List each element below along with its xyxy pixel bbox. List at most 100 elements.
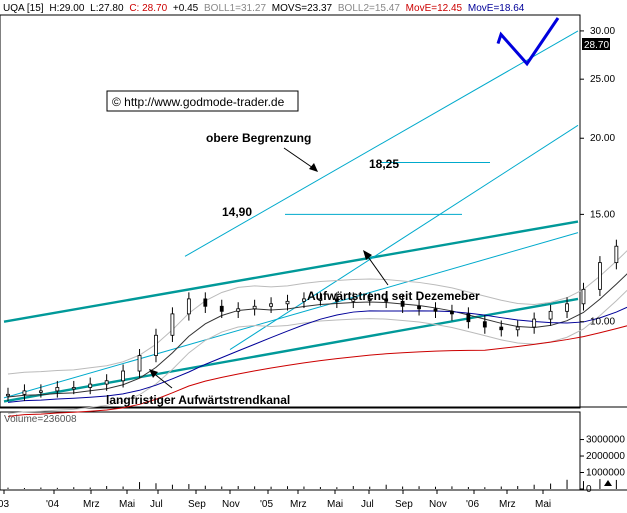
y-tick-label: 10.00: [590, 317, 615, 328]
x-tick-label: Nov: [222, 499, 240, 510]
candle-body: [203, 298, 208, 307]
volume-label: Volume=236008: [4, 414, 77, 425]
annotation-level-1825: 18,25: [369, 157, 399, 171]
channel-lower-line: [3, 297, 579, 403]
candle-body: [499, 326, 504, 331]
annotation-obere-begrenzung: obere Begrenzung: [206, 131, 311, 145]
candle-body: [285, 300, 290, 305]
x-tick-label: Sep: [395, 499, 413, 510]
candle-body: [565, 303, 569, 312]
candle-body: [219, 305, 224, 312]
annotation-aufwaertstrend: Aufwärtstrend seit Dezemeber: [307, 289, 480, 303]
volume-tick-label: 1000000: [586, 468, 625, 479]
header-change: +0.45: [173, 3, 199, 14]
candle-body: [154, 334, 158, 356]
header-high: H:29.00: [49, 3, 84, 14]
volume-bars: [7, 479, 617, 489]
trend-line-middle: [3, 232, 579, 399]
forecast-path: [496, 17, 560, 67]
x-tick-label: Jul: [361, 499, 374, 510]
move-slow-line: [7, 325, 627, 417]
candle-body: [532, 318, 537, 328]
arrowhead-langfristig: [149, 369, 158, 378]
x-tick-label: '05: [260, 499, 273, 510]
volume-tick-label: 3000000: [586, 435, 625, 446]
candle-body: [302, 298, 306, 302]
copyright-box: [106, 90, 299, 112]
header-close: C: 28.70: [129, 3, 167, 14]
x-tick-label: Mai: [119, 499, 135, 510]
x-tick-label: '06: [466, 499, 479, 510]
header-boll1: BOLL1=31.27: [204, 3, 266, 14]
candle-body: [367, 298, 372, 301]
candle-body: [6, 393, 10, 397]
candle-body: [334, 298, 339, 302]
candle-body: [614, 245, 619, 264]
scroll-marker[interactable]: [604, 480, 612, 486]
arrowhead-aufwaerts: [363, 250, 372, 260]
trend-line-december: [229, 124, 579, 351]
x-tick-label: '04: [46, 499, 59, 510]
candle-body: [269, 303, 273, 307]
y-tick-label: 15.00: [590, 209, 615, 220]
svg-text:UQA [15] H:29.00 L: UQA [15] H:29.00 L:27.80 C: 28.70 +0.45 …: [3, 3, 525, 14]
candle-body: [581, 288, 586, 305]
arrow-aufwaertstrend: [365, 253, 389, 286]
volume-panel-frame: [0, 411, 581, 491]
candle-body: [104, 380, 109, 385]
candle-body: [400, 300, 405, 307]
candle-body: [482, 321, 487, 328]
candle-body: [548, 310, 553, 320]
candle-body: [38, 390, 43, 393]
indicator-lines: [3, 17, 627, 417]
candle-body: [170, 313, 175, 336]
header-symbol: UQA [15]: [3, 3, 44, 14]
copyright-text: © http://www.godmode-trader.de: [112, 95, 285, 109]
header-low: L:27.80: [90, 3, 124, 14]
x-tick-label: Mrz: [290, 499, 307, 510]
candle-body: [22, 390, 27, 395]
x-tick-label: Mrz: [83, 499, 100, 510]
channel-upper-line: [3, 220, 579, 323]
candle-body: [252, 305, 257, 310]
movs-line: [7, 273, 627, 398]
annotation-level-1490: 14,90: [222, 205, 252, 219]
x-tick-label: Nov: [429, 499, 447, 510]
header-move1: MovE=12.45: [406, 3, 463, 14]
bollinger-lower-band: [7, 289, 627, 415]
y-tick-label: 30.00: [590, 26, 615, 37]
candle-body: [236, 308, 241, 312]
candle-body: [515, 326, 520, 331]
candle-body: [55, 387, 60, 392]
x-tick-label: Mrz: [499, 499, 516, 510]
candle-body: [71, 387, 76, 390]
trend-line-upper: [184, 30, 579, 257]
y-tick-label: 25.00: [590, 74, 615, 85]
candle-body: [121, 370, 125, 382]
x-tick-label: Jul: [150, 499, 163, 510]
arrowhead-obere: [309, 163, 318, 172]
volume-tick-label: 2000000: [586, 451, 625, 462]
last-price-tag: 28.70: [584, 40, 609, 51]
last-price-tag-box: [582, 38, 610, 50]
header-movs: MOVS=23.37: [272, 3, 333, 14]
candle-body: [598, 262, 602, 290]
axis-labels: 30.00 25.00 20.00 15.00 10.00 3000000 2000000 1…: [0, 26, 625, 510]
volume-tick-label: 0: [586, 484, 592, 495]
price-candles: [6, 239, 619, 402]
candle-body: [433, 308, 438, 312]
x-tick-label: Mai: [327, 499, 343, 510]
candle-body: [450, 310, 454, 315]
candle-body: [384, 298, 389, 302]
move-fast-line: [7, 306, 627, 403]
x-tick-label: '03: [0, 499, 9, 510]
candle-body: [351, 298, 356, 302]
arrow-obere-begrenzung: [283, 147, 317, 171]
candle-body: [417, 305, 421, 310]
bollinger-upper-band: [7, 250, 627, 375]
annotation-langfristig: langfristiger Aufwärtstrendkanal: [106, 393, 290, 407]
x-tick-label: Mai: [535, 499, 551, 510]
candle-body: [88, 383, 93, 388]
y-tick-label: 20.00: [590, 133, 615, 144]
